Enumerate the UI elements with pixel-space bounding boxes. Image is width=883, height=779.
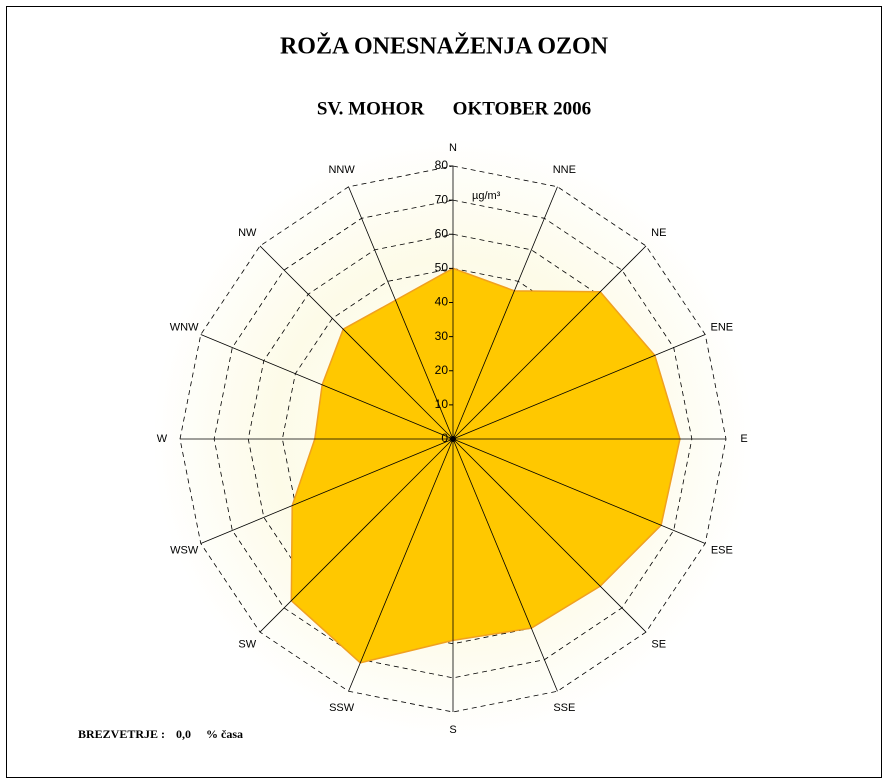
r-tick-label: 30 bbox=[435, 329, 449, 343]
unit-label: µg/m³ bbox=[472, 190, 501, 202]
direction-label: W bbox=[157, 433, 168, 445]
direction-label: SW bbox=[238, 639, 256, 651]
calm-label: BREZVETRJE : bbox=[78, 727, 165, 741]
r-tick-label: 40 bbox=[435, 295, 449, 309]
grid-ring bbox=[213, 199, 693, 679]
center bbox=[450, 436, 456, 442]
axis-line bbox=[200, 438, 454, 544]
direction-label: SE bbox=[651, 639, 666, 651]
direction-label: E bbox=[740, 433, 747, 445]
r-tick-label: 70 bbox=[435, 192, 449, 206]
direction-label: N bbox=[449, 142, 457, 154]
axis-line bbox=[348, 186, 454, 440]
direction-label: SSE bbox=[553, 702, 575, 714]
direction-label: NW bbox=[238, 227, 257, 239]
direction-label: S bbox=[449, 724, 456, 736]
r-tick-label: 50 bbox=[435, 261, 449, 275]
direction-label: WSW bbox=[170, 544, 199, 556]
chart-title: ROŽA ONESNAŽENJA OZON bbox=[280, 33, 609, 60]
r-tick-label: 0 bbox=[441, 431, 448, 445]
calm-value: 0,0 bbox=[176, 727, 191, 741]
direction-label: NE bbox=[651, 227, 666, 239]
r-tick-label: 80 bbox=[435, 158, 449, 172]
axis-line bbox=[259, 438, 454, 633]
axis-line bbox=[452, 438, 647, 633]
direction-label: NNW bbox=[328, 164, 355, 176]
axis-line bbox=[259, 245, 454, 440]
axis-line bbox=[452, 438, 558, 692]
direction-label: ENE bbox=[711, 322, 734, 334]
r-tick-label: 60 bbox=[435, 226, 449, 240]
axis-line bbox=[200, 334, 454, 440]
calm-unit: % časa bbox=[206, 727, 243, 741]
axis-line bbox=[348, 438, 454, 692]
chart-subtitle: SV. MOHOR OKTOBER 2006 bbox=[317, 98, 591, 119]
r-tick-label: 10 bbox=[435, 397, 449, 411]
direction-label: ESE bbox=[711, 544, 733, 556]
direction-label: NNE bbox=[553, 164, 576, 176]
direction-label: WNW bbox=[170, 322, 199, 334]
axis-line bbox=[452, 245, 647, 440]
axis-line bbox=[452, 186, 558, 440]
r-tick-label: 20 bbox=[435, 363, 449, 377]
axis-line bbox=[452, 438, 706, 544]
direction-label: SSW bbox=[329, 702, 355, 714]
axis-line bbox=[452, 334, 706, 440]
